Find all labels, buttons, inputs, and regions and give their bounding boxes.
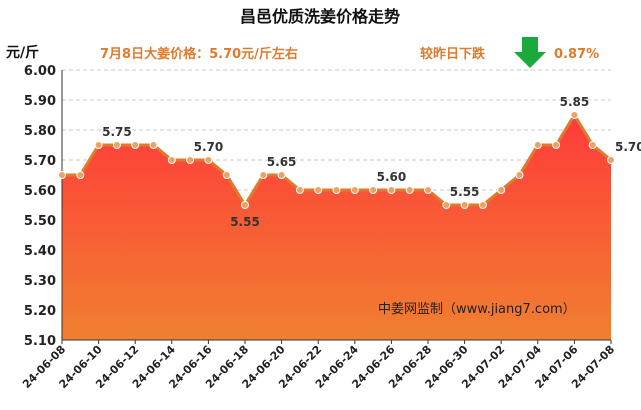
y-tick-label: 5.90 xyxy=(24,94,56,109)
data-point xyxy=(515,171,524,179)
y-tick-label: 5.40 xyxy=(24,244,56,259)
data-point xyxy=(350,186,359,194)
data-point xyxy=(424,186,432,194)
data-label: 5.70 xyxy=(194,140,224,154)
y-axis: 5.10 5.20 5.30 5.40 5.50 5.60 5.70 5.80 5.90 6.00 xyxy=(24,64,63,349)
data-label: 5.75 xyxy=(102,125,132,139)
data-point xyxy=(497,186,506,194)
y-tick-label: 5.50 xyxy=(24,214,56,229)
data-point xyxy=(460,201,469,209)
data-label: 5.65 xyxy=(267,155,297,169)
data-point xyxy=(76,171,85,179)
data-point xyxy=(112,141,121,149)
data-point xyxy=(332,186,341,194)
data-point xyxy=(570,111,579,119)
data-point xyxy=(131,141,140,149)
data-point xyxy=(204,156,213,164)
data-point xyxy=(369,186,378,194)
x-axis: 24-06-0824-06-1024-06-1224-06-1424-06-16… xyxy=(20,339,617,391)
data-point xyxy=(478,201,487,209)
data-point xyxy=(552,141,561,149)
data-point xyxy=(94,141,103,149)
data-point xyxy=(314,186,323,194)
change-annotation-label: 较昨日下跌 xyxy=(420,46,486,62)
data-label: 5.60 xyxy=(377,170,407,184)
data-point xyxy=(259,171,268,179)
area-shape xyxy=(62,115,611,340)
data-point xyxy=(149,141,158,149)
data-point xyxy=(58,171,66,179)
area-fill xyxy=(62,115,611,340)
down-arrow-icon xyxy=(514,37,546,68)
chart-title: 昌邑优质洗姜价格走势 xyxy=(240,7,400,26)
y-unit-label: 元/斤 xyxy=(6,44,39,61)
data-point xyxy=(167,156,176,164)
data-point xyxy=(533,141,542,149)
y-tick-label: 5.20 xyxy=(24,304,56,319)
y-tick-label: 5.30 xyxy=(24,274,56,289)
data-point xyxy=(387,186,396,194)
y-tick-label: 5.70 xyxy=(24,154,56,169)
data-point xyxy=(442,201,451,209)
data-label: 5.55 xyxy=(450,185,480,199)
data-label: 5.70 xyxy=(615,140,641,154)
source-credit: 中姜网监制（www.jiang7.com） xyxy=(378,302,576,317)
data-point xyxy=(295,186,304,194)
data-label: 5.85 xyxy=(560,95,590,109)
data-point xyxy=(607,156,615,164)
price-annotation: 7月8日大姜价格：5.70元/斤左右 xyxy=(100,46,298,62)
data-point xyxy=(405,186,414,194)
y-tick-label: 5.10 xyxy=(24,334,56,349)
y-tick-label: 5.60 xyxy=(24,184,56,199)
data-point xyxy=(277,171,286,179)
data-point xyxy=(588,141,597,149)
change-annotation-value: 0.87% xyxy=(554,47,599,62)
data-point xyxy=(186,156,195,164)
data-label: 5.55 xyxy=(230,215,260,229)
y-tick-label: 5.80 xyxy=(24,124,56,139)
data-point xyxy=(241,201,249,209)
data-point xyxy=(222,171,231,179)
y-tick-label: 6.00 xyxy=(24,64,56,79)
data-markers xyxy=(58,111,615,209)
data-labels: 5.75 5.70 5.55 5.65 5.60 5.55 5.85 5.70 xyxy=(102,95,641,229)
